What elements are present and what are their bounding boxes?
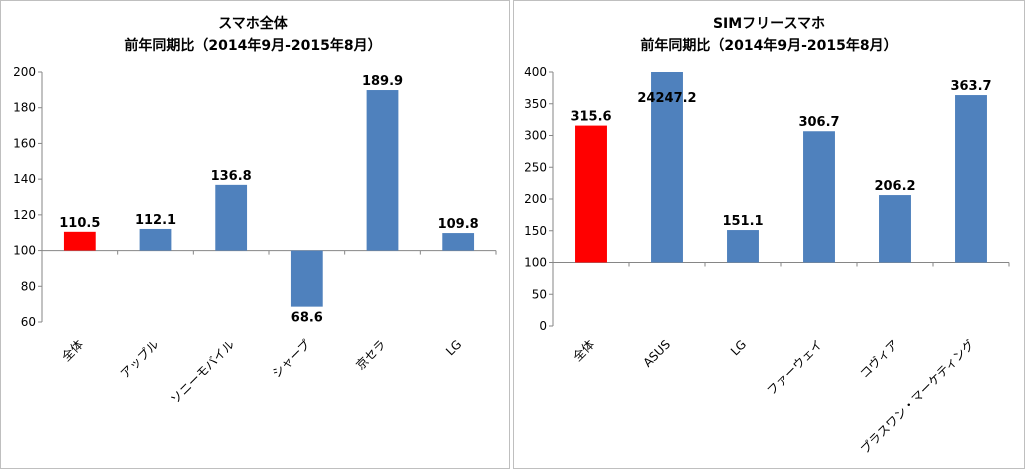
bar: [63, 231, 96, 251]
y-tick-label: 100: [524, 256, 547, 270]
category-label: ファーウェイ: [764, 337, 825, 398]
y-tick-label: 350: [524, 97, 547, 111]
data-label: 206.2: [874, 179, 915, 194]
y-tick-label: 140: [13, 172, 36, 186]
data-label: 136.8: [211, 169, 252, 184]
data-label: 189.9: [362, 74, 403, 89]
bar: [879, 195, 911, 263]
category-label: LG: [728, 337, 749, 358]
bar: [139, 228, 172, 251]
chart-title: SIMフリースマホ: [713, 16, 825, 32]
y-tick-label: 60: [21, 315, 36, 329]
category-label: LG: [443, 337, 464, 358]
data-label: 109.8: [438, 217, 479, 232]
y-tick-label: 150: [524, 224, 547, 238]
y-tick-label: 0: [539, 319, 547, 333]
chart-sim-free-smartphone: SIMフリースマホ 前年同期比（2014年9月-2015年8月） 0 50 100 1…: [513, 0, 1025, 469]
data-label: 110.5: [59, 216, 100, 231]
bar: [290, 250, 323, 307]
category-label: 京セラ: [353, 337, 388, 372]
y-tick-label: 180: [13, 101, 36, 115]
chart-title: スマホ全体: [218, 15, 289, 32]
y-tick-label: 100: [13, 244, 36, 258]
category-label: 全体: [570, 337, 598, 365]
category-label: ASUS: [640, 337, 673, 370]
data-label: 306.7: [798, 115, 839, 130]
bar: [955, 95, 987, 263]
chart-right-svg: SIMフリースマホ 前年同期比（2014年9月-2015年8月） 0 50 100 1…: [513, 0, 1025, 469]
y-tick-label: 160: [13, 136, 36, 150]
bar: [803, 131, 835, 263]
y-tick-label: 120: [13, 208, 36, 222]
y-tick-label: 250: [524, 160, 547, 174]
bar: [215, 184, 248, 251]
category-label: ソニーモバイル: [168, 337, 237, 406]
bar: [575, 125, 607, 263]
bar: [727, 230, 759, 263]
data-label: 315.6: [570, 110, 611, 125]
bar: [366, 90, 399, 251]
y-tick-label: 80: [21, 279, 36, 293]
chart-left-svg: スマホ全体 前年同期比（2014年9月-2015年8月） 60 80 100 120 1…: [0, 0, 510, 469]
data-label: 68.6: [291, 311, 323, 326]
y-tick-label: 50: [532, 287, 547, 301]
y-tick-label: 400: [524, 65, 547, 79]
chart-smartphone-overall: スマホ全体 前年同期比（2014年9月-2015年8月） 60 80 100 120 1…: [0, 0, 510, 469]
category-label: アップル: [118, 337, 162, 381]
category-label: 全体: [58, 337, 86, 365]
y-tick-label: 300: [524, 129, 547, 143]
category-label: シャープ: [270, 337, 313, 380]
data-label: 112.1: [135, 213, 176, 228]
bar: [651, 72, 683, 263]
chart-subtitle: 前年同期比（2014年9月-2015年8月）: [640, 37, 897, 54]
y-tick-label: 200: [13, 65, 36, 79]
y-tick-label: 200: [524, 192, 547, 206]
data-label: 24247.2: [637, 91, 696, 106]
data-label: 151.1: [722, 214, 763, 229]
bar: [442, 233, 475, 251]
chart-subtitle: 前年同期比（2014年9月-2015年8月）: [124, 37, 381, 54]
data-label: 363.7: [950, 79, 991, 94]
category-label: コヴィア: [857, 337, 902, 382]
